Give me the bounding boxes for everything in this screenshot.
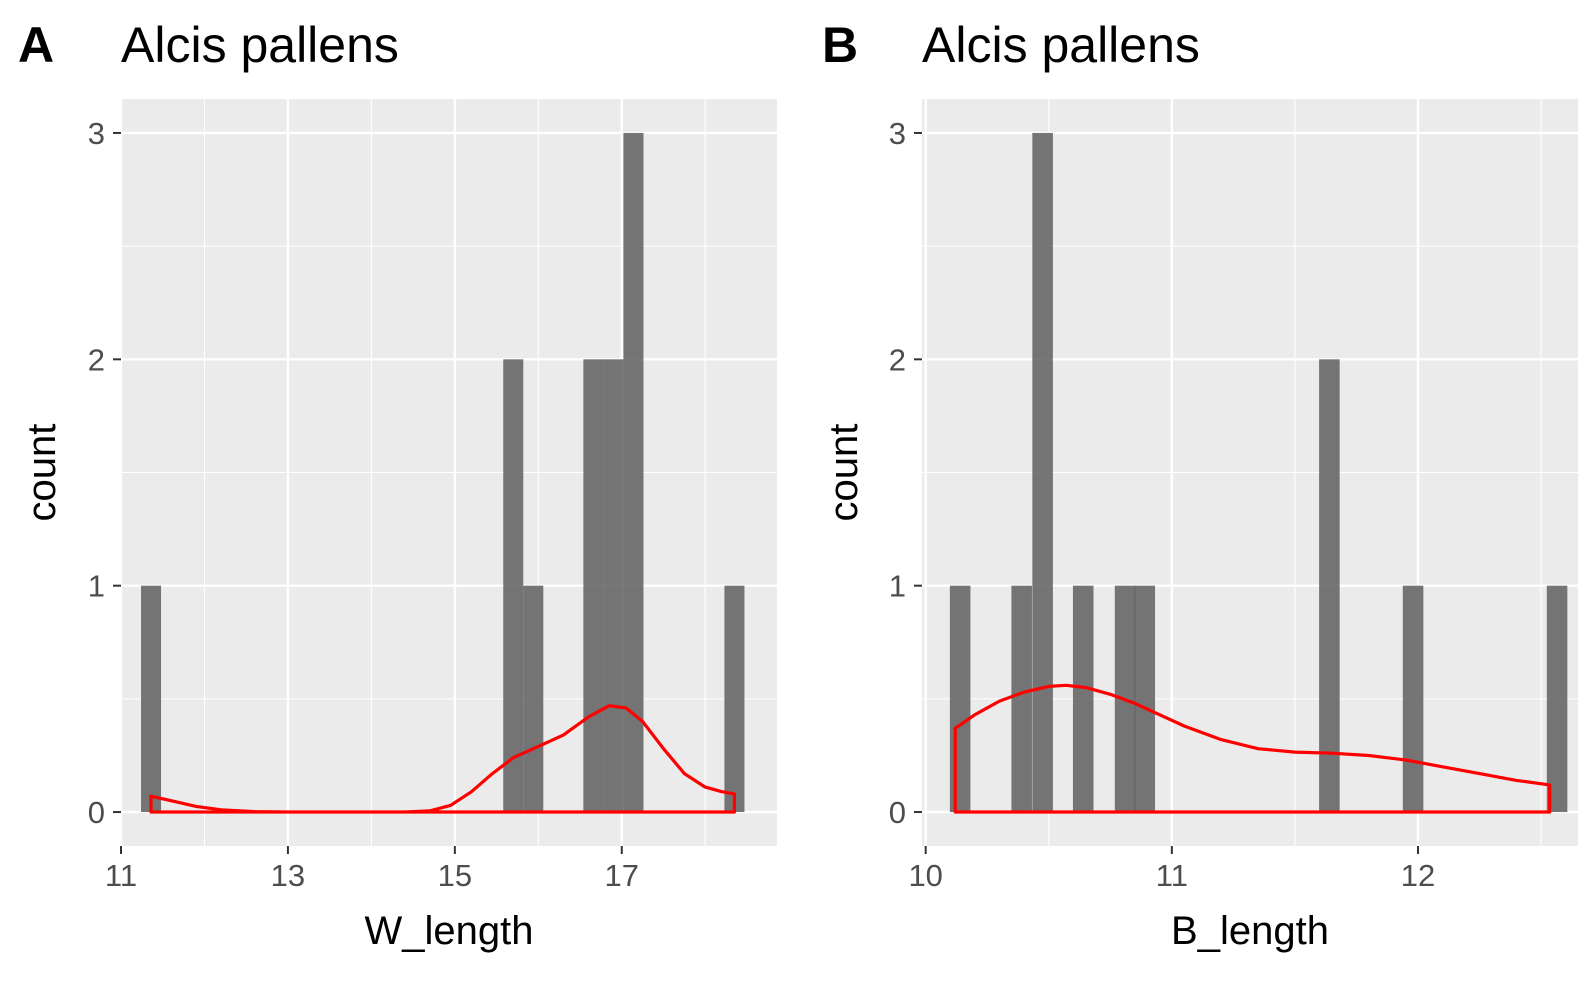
plot-title: Alcis pallens <box>922 17 1200 73</box>
y-tick-label: 3 <box>889 116 906 151</box>
histogram-bar <box>1011 585 1032 813</box>
x-tick-label: 17 <box>605 858 639 893</box>
x-tick-label: 11 <box>1156 858 1188 893</box>
histogram-bar <box>1546 585 1568 813</box>
x-tick-label: 11 <box>105 858 137 893</box>
panel-tag: A <box>18 17 54 73</box>
density-curve <box>953 683 1552 814</box>
histogram-bar <box>1134 585 1156 813</box>
histogram-bar <box>503 359 524 813</box>
y-tick-label: 3 <box>88 116 105 151</box>
y-tick-label: 2 <box>889 342 906 377</box>
x-axis-title: W_length <box>365 909 534 953</box>
x-tick-label: 13 <box>271 858 305 893</box>
y-axis-title: count <box>822 424 866 522</box>
histogram-bar <box>1319 359 1340 813</box>
axes: 11 13 15 17 0 1 2 3 <box>88 116 639 893</box>
histogram-bars <box>141 132 745 813</box>
histogram-bar <box>603 359 624 813</box>
plot-title: Alcis pallens <box>121 17 399 73</box>
x-tick-label: 10 <box>908 858 942 893</box>
histogram-bar <box>583 359 604 813</box>
density-curve <box>149 704 737 814</box>
y-tick-label: 1 <box>88 569 105 604</box>
y-tick-label: 0 <box>88 795 105 830</box>
histogram-bar <box>1072 585 1094 813</box>
histogram-bar <box>949 585 971 813</box>
y-tick-label: 0 <box>889 795 906 830</box>
panel-a: 11 13 15 17 0 1 2 3 W_length count A Alcis pallens <box>18 17 777 953</box>
y-tick-label: 2 <box>88 342 105 377</box>
x-axis-title: B_length <box>1171 909 1329 953</box>
histogram-bar <box>724 585 745 813</box>
y-axis-title: count <box>20 424 64 522</box>
y-tick-label: 1 <box>889 569 906 604</box>
x-tick-label: 12 <box>1401 858 1435 893</box>
histogram-bar <box>141 585 162 813</box>
histogram-bar <box>623 132 644 813</box>
histogram-bar <box>1032 132 1053 813</box>
histogram-bar <box>1402 585 1424 813</box>
histogram-bar <box>523 585 544 813</box>
panel-tag: B <box>822 17 858 73</box>
x-tick-label: 15 <box>438 858 472 893</box>
